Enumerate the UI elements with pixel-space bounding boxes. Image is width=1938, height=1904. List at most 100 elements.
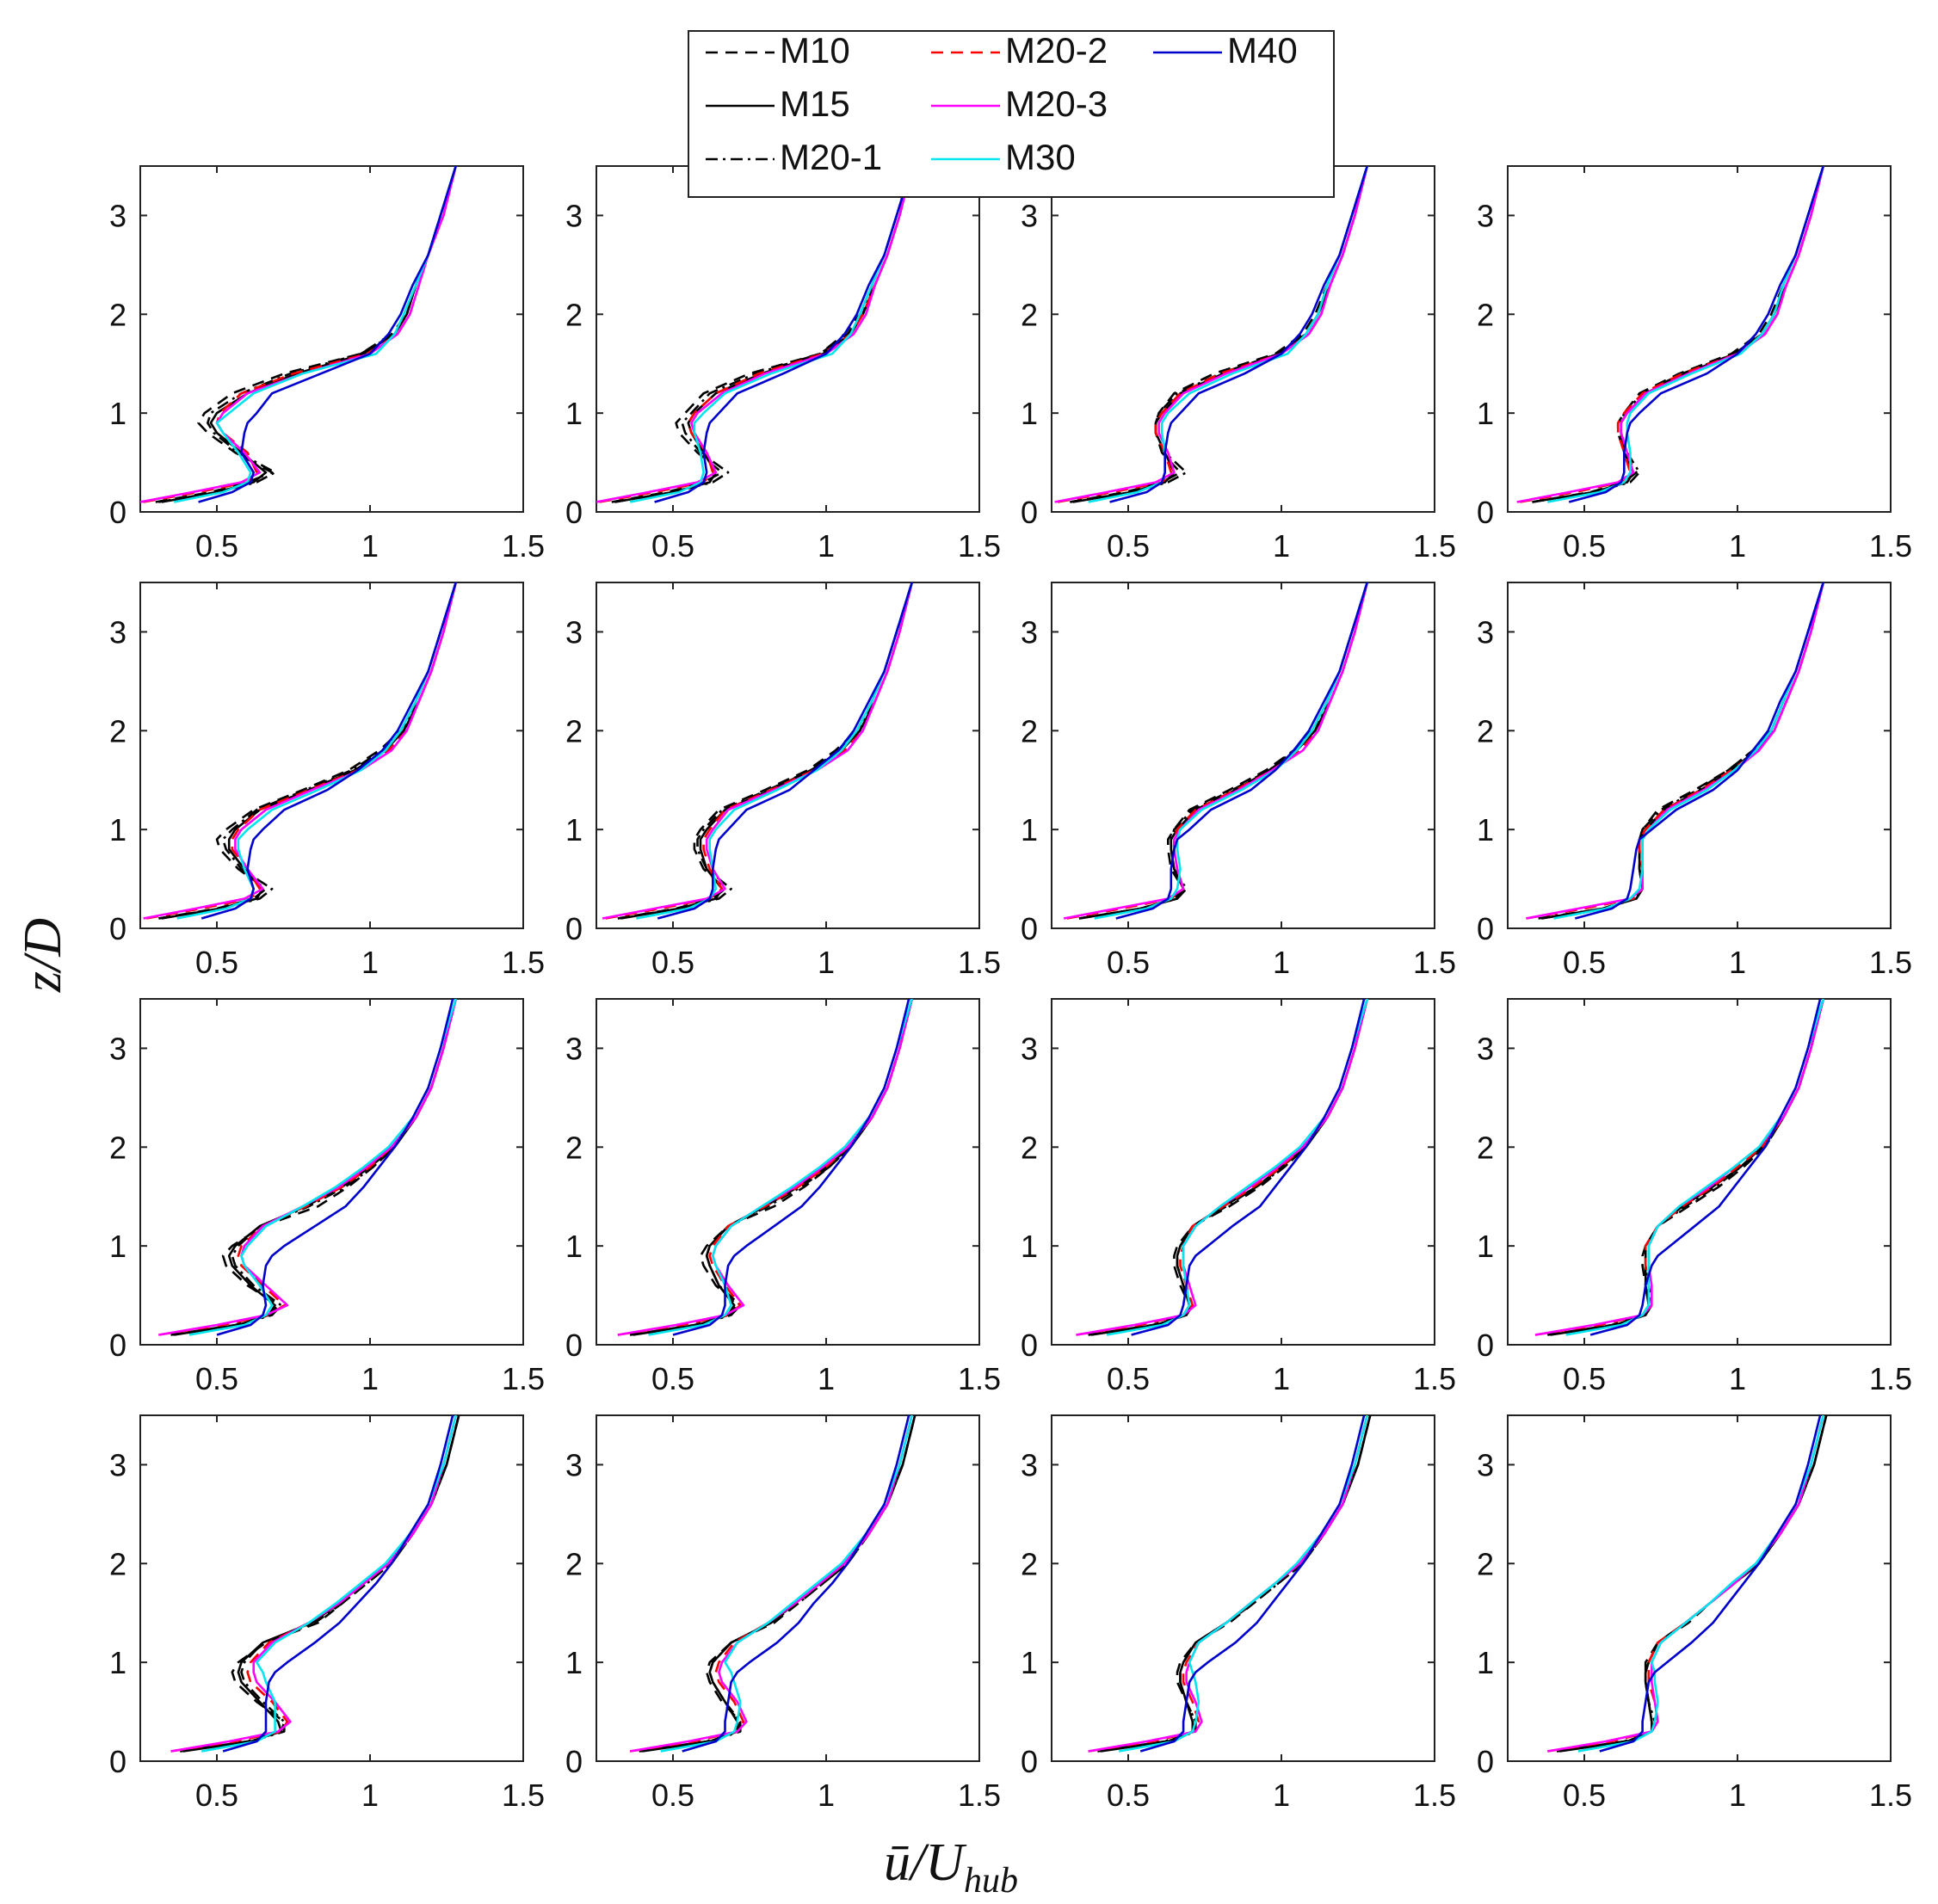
panel-r2-c4: 0.5 1 1.5 0 1 2 3 (1477, 582, 1912, 980)
series-group (1547, 1415, 1828, 1753)
series-group (1088, 1415, 1372, 1753)
axes-frame (1051, 998, 1435, 1346)
series-line-m40 (1139, 1415, 1366, 1753)
y-tick-label: 0 (109, 1744, 127, 1779)
y-tick-label: 3 (109, 614, 127, 650)
y-tick-label: 0 (109, 1328, 127, 1363)
y-tick-label: 3 (565, 1031, 583, 1066)
x-tick-label: 1.5 (1413, 945, 1456, 980)
axes-frame (1051, 165, 1435, 513)
series-line-m20-3 (1526, 582, 1824, 920)
series-group (1063, 582, 1368, 920)
series-group (143, 582, 457, 920)
legend-label: M15 (780, 83, 850, 124)
legend-entry-m40: M40 (1153, 30, 1298, 71)
x-tick-label: 1.5 (958, 1778, 1001, 1813)
axes-frame (596, 1414, 980, 1762)
y-tick-label: 3 (109, 198, 127, 233)
y-tick-label: 3 (109, 1031, 127, 1066)
series-group (1054, 166, 1368, 503)
x-tick-label: 0.5 (195, 1361, 238, 1396)
x-tick-label: 0.5 (651, 945, 694, 980)
legend-entry-m30: M30 (931, 137, 1076, 177)
series-line-m20-2 (1519, 166, 1824, 503)
series-line-m10 (180, 1415, 460, 1753)
series-line-m20-1 (639, 1415, 917, 1753)
x-tick-label: 1 (1273, 1778, 1290, 1813)
series-line-m30 (636, 582, 913, 920)
series-line-m30 (629, 166, 913, 503)
series-group (1526, 582, 1824, 920)
y-tick-label: 0 (565, 911, 583, 946)
x-tick-label: 1.5 (958, 945, 1001, 980)
y-tick-label: 3 (109, 1447, 127, 1482)
x-tick-label: 1.5 (1869, 945, 1912, 980)
y-axis-title: z/D (14, 918, 72, 993)
axes-frame (596, 998, 980, 1346)
y-tick-label: 2 (1477, 1546, 1494, 1581)
series-group (629, 1415, 917, 1753)
axes-frame (139, 1414, 524, 1762)
legend-label: M20-2 (1005, 30, 1108, 71)
panel-r1-c4: 0.5 1 1.5 0 1 2 3 (1477, 165, 1912, 564)
x-tick-label: 1.5 (1869, 528, 1912, 564)
y-tick-label: 0 (1477, 1744, 1494, 1779)
y-tick-label: 2 (109, 1546, 127, 1581)
series-line-m30 (1553, 582, 1824, 920)
series-group (1076, 999, 1368, 1336)
x-tick-label: 1.5 (502, 945, 545, 980)
y-tick-label: 0 (565, 1328, 583, 1363)
y-tick-label: 0 (1477, 1328, 1494, 1363)
x-tick-label: 1 (361, 528, 379, 564)
x-tick-label: 1 (1729, 1778, 1746, 1813)
x-axis-title-subscript: hub (964, 1861, 1018, 1901)
y-tick-label: 0 (1477, 495, 1494, 530)
series-line-m40 (1574, 582, 1824, 920)
x-tick-label: 0.5 (651, 528, 694, 564)
y-tick-label: 1 (109, 1229, 127, 1264)
y-tick-label: 0 (565, 495, 583, 530)
y-tick-label: 2 (565, 1130, 583, 1165)
axes-frame (596, 165, 980, 513)
y-tick-label: 0 (1021, 911, 1038, 946)
y-tick-label: 1 (565, 812, 583, 847)
series-line-m20-1 (158, 582, 457, 920)
y-tick-label: 2 (1021, 713, 1038, 749)
series-group (1534, 999, 1824, 1336)
y-tick-label: 0 (109, 911, 127, 946)
series-line-m40 (201, 582, 457, 920)
series-line-m30 (1094, 582, 1368, 920)
series-line-m40 (1599, 1415, 1822, 1753)
x-tick-label: 1.5 (1413, 1778, 1456, 1813)
x-tick-label: 1.5 (502, 1778, 545, 1813)
panel-r3-c1: 0.5 1 1.5 0 1 2 3 (109, 998, 545, 1396)
x-tick-label: 1 (361, 945, 379, 980)
y-tick-label: 1 (109, 1645, 127, 1680)
axes-frame (596, 582, 980, 929)
x-tick-label: 0.5 (1107, 945, 1150, 980)
y-tick-label: 3 (1021, 1031, 1038, 1066)
x-tick-label: 1 (818, 528, 835, 564)
x-tick-label: 1 (1273, 945, 1290, 980)
axes-frame (1507, 165, 1892, 513)
x-tick-label: 1 (1729, 945, 1746, 980)
panel-r3-c4: 0.5 1 1.5 0 1 2 3 (1477, 998, 1912, 1396)
series-line-m20-2 (145, 582, 457, 920)
x-tick-label: 0.5 (1107, 1778, 1150, 1813)
x-tick-label: 0.5 (1563, 945, 1606, 980)
series-line-m40 (198, 166, 457, 503)
x-tick-label: 1 (818, 1361, 835, 1396)
legend: M10 M15 M20-1 M20-2 M20-3 M30 M40 (688, 30, 1335, 198)
y-tick-label: 2 (1021, 1130, 1038, 1165)
series-line-m20-3 (170, 1415, 457, 1753)
x-tick-label: 1 (361, 1778, 379, 1813)
y-tick-label: 2 (1021, 297, 1038, 332)
panel-r4-c1: 0.5 1 1.5 0 1 2 3 (109, 1414, 545, 1813)
y-tick-label: 0 (1477, 911, 1494, 946)
panel-r4-c2: 0.5 1 1.5 0 1 2 3 (565, 1414, 1001, 1813)
y-tick-label: 3 (1477, 614, 1494, 650)
x-tick-label: 0.5 (1107, 1361, 1150, 1396)
series-line-m40 (222, 1415, 454, 1753)
series-line-m40 (1589, 999, 1822, 1336)
